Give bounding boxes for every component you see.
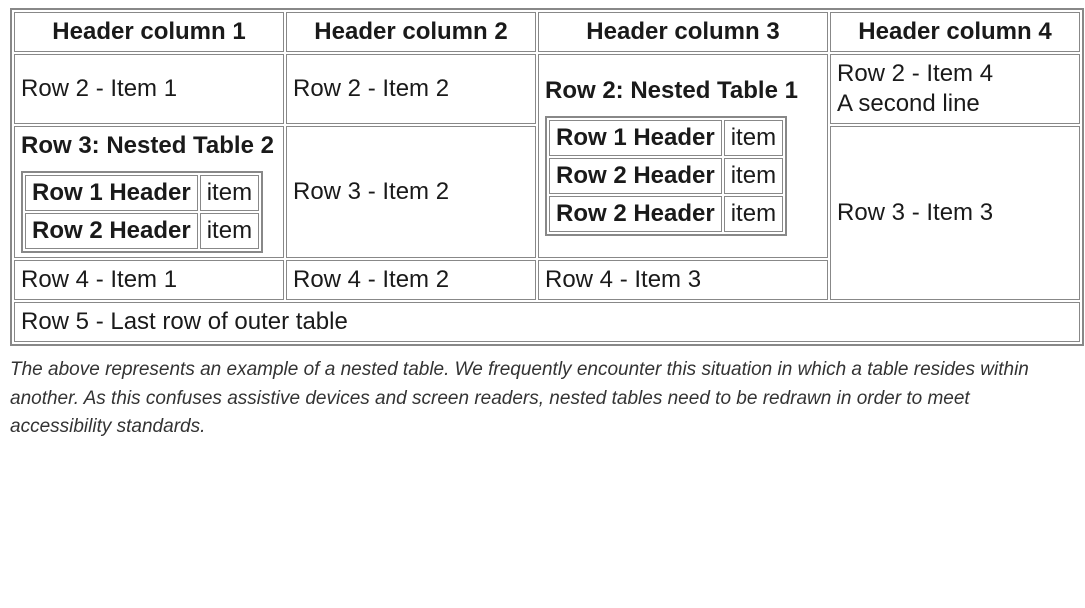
table-row: Row 1 Header item bbox=[25, 175, 259, 211]
nested2-r2-header: Row 2 Header bbox=[25, 213, 198, 249]
row4-col2: Row 4 - Item 2 bbox=[286, 260, 536, 300]
nested1-r1-value: item bbox=[724, 120, 783, 156]
table-row: Row 2 Header item bbox=[549, 196, 783, 232]
header-row: Header column 1 Header column 2 Header c… bbox=[14, 12, 1080, 52]
row2-col2: Row 2 - Item 2 bbox=[286, 54, 536, 124]
table-row: Row 1 Header item bbox=[549, 120, 783, 156]
nested1-r2-value: item bbox=[724, 158, 783, 194]
table-row: Row 2 Header item bbox=[549, 158, 783, 194]
caption-text: The above represents an example of a nes… bbox=[10, 356, 1070, 442]
nested1-r3-header: Row 2 Header bbox=[549, 196, 722, 232]
nested1-r2-header: Row 2 Header bbox=[549, 158, 722, 194]
nested-table-2: Row 1 Header item Row 2 Header item bbox=[21, 171, 263, 253]
outer-table: Header column 1 Header column 2 Header c… bbox=[10, 8, 1084, 346]
nested2-r1-value: item bbox=[200, 175, 259, 211]
nested1-r1-header: Row 1 Header bbox=[549, 120, 722, 156]
row3-col4: Row 3 - Item 3 bbox=[830, 126, 1080, 300]
nested-table-2-title: Row 3: Nested Table 2 bbox=[21, 131, 277, 161]
header-col-2: Header column 2 bbox=[286, 12, 536, 52]
table-row: Row 2 Header item bbox=[25, 213, 259, 249]
row4-col1: Row 4 - Item 1 bbox=[14, 260, 284, 300]
row2-col1: Row 2 - Item 1 bbox=[14, 54, 284, 124]
row3-col1-nested: Row 3: Nested Table 2 Row 1 Header item … bbox=[14, 126, 284, 258]
row2-col4-line2: A second line bbox=[837, 90, 980, 117]
row2-col4: Row 2 - Item 4 A second line bbox=[830, 54, 1080, 124]
nested2-r2-value: item bbox=[200, 213, 259, 249]
row2-col4-line1: Row 2 - Item 4 bbox=[837, 60, 993, 87]
row3-col2: Row 3 - Item 2 bbox=[286, 126, 536, 258]
nested1-r3-value: item bbox=[724, 196, 783, 232]
row2-col3-nested: Row 2: Nested Table 1 Row 1 Header item … bbox=[538, 54, 828, 258]
header-col-3: Header column 3 bbox=[538, 12, 828, 52]
row-5: Row 5 - Last row of outer table bbox=[14, 302, 1080, 342]
nested2-r1-header: Row 1 Header bbox=[25, 175, 198, 211]
row5-col1: Row 5 - Last row of outer table bbox=[14, 302, 1080, 342]
row-2: Row 2 - Item 1 Row 2 - Item 2 Row 2: Nes… bbox=[14, 54, 1080, 124]
header-col-4: Header column 4 bbox=[830, 12, 1080, 52]
row4-col3: Row 4 - Item 3 bbox=[538, 260, 828, 300]
nested-table-1-title: Row 2: Nested Table 1 bbox=[545, 76, 821, 106]
nested-table-1: Row 1 Header item Row 2 Header item Row … bbox=[545, 116, 787, 236]
header-col-1: Header column 1 bbox=[14, 12, 284, 52]
